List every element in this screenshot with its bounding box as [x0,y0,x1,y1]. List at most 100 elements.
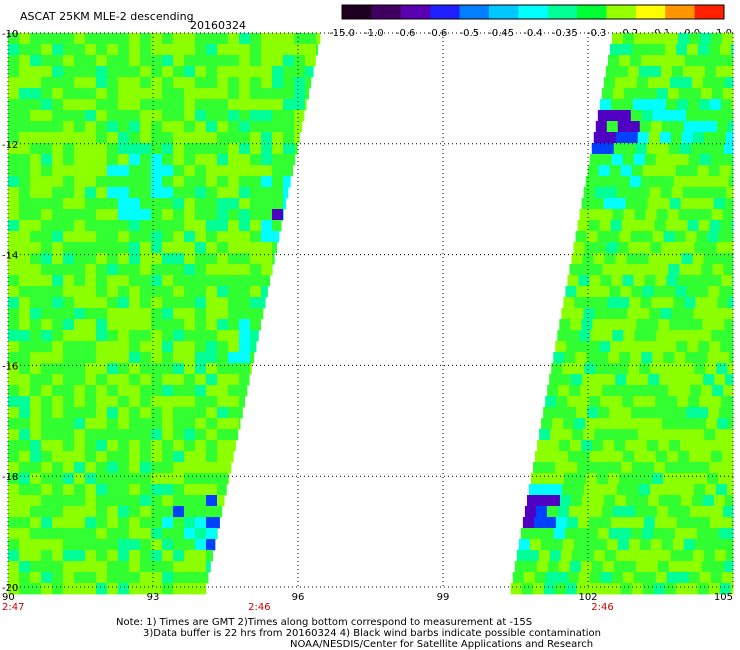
swath-cell [118,110,130,122]
swath-cell [173,319,185,331]
swath-cell [654,462,666,474]
swath-cell [228,341,240,353]
swath-cell [63,154,75,166]
swath-cell [283,66,295,78]
swath-cell [611,275,623,287]
swath-cell [85,308,97,320]
swath-cell [686,165,699,177]
swath-cell [728,55,734,67]
swath-cell [630,231,642,243]
swath-cell [645,506,658,518]
swath-cell [588,462,600,474]
swath-cell [107,55,119,67]
swath-cell [129,198,141,210]
swath-cell [579,330,591,342]
swath-cell [604,374,616,386]
swath-cell [206,44,218,56]
swath-cell [722,209,734,221]
swath-cell [729,352,734,364]
swath-cell [546,451,558,463]
swath-cell [162,550,174,562]
swath-cell [63,330,75,342]
lat-tick-label: -10 [2,29,18,40]
swath-cell [96,330,108,342]
swath-cell [107,561,119,573]
swath-cell [250,242,262,254]
swath-cell [184,396,196,408]
swath-cell [63,66,75,78]
swath-cell [74,506,86,518]
swath-cell [659,253,671,265]
swath-cell [118,473,130,485]
swath-cell [8,506,20,518]
swath-cell [550,484,563,496]
swath-cell [173,528,185,540]
swath-cell [85,55,97,67]
swath-cell [595,121,608,133]
swath-cell [173,539,185,551]
swath-cell [140,33,152,45]
swath-cell [283,209,284,221]
swath-cell [682,66,695,78]
swath-cell [19,418,31,430]
swath-cell [540,539,553,551]
swath-cell [41,143,53,155]
swath-cell [539,484,552,496]
swath-cell [250,66,262,78]
swath-cell [711,88,724,100]
swath-cell [715,187,728,199]
swath-cell [632,462,644,474]
swath-cell [706,418,718,430]
swath-cell [206,99,218,111]
colorbar-swatch [488,5,519,19]
swath-cell [691,77,704,89]
swath-cell [565,407,577,419]
swath-cell [717,473,730,485]
swath-cell [239,297,251,309]
colorbar-swatch [342,5,372,19]
swath-cell [184,231,196,243]
swath-cell [107,308,119,320]
swath-cell [305,44,317,56]
swath-cell [228,220,240,232]
swath-cell [640,473,653,485]
swath-cell [670,550,683,562]
swath-cell [714,132,727,144]
swath-cell [250,341,257,353]
swath-cell [140,165,152,177]
swath-cell [129,77,141,89]
swath-cell [627,429,639,441]
swath-cell [294,154,296,166]
swath-cell [96,110,108,122]
swath-cell [645,88,658,100]
swath-cell [643,517,656,529]
swath-cell [41,528,53,540]
swath-cell [151,297,163,309]
swath-cell [118,385,130,397]
swath-cell [239,352,251,364]
swath-cell [635,264,647,276]
swath-cell [63,209,75,221]
swath-cell [250,319,262,331]
swath-cell [228,451,234,463]
swath-cell [644,572,657,584]
swath-cell [118,506,130,518]
swath-cell [8,462,20,474]
swath-cell [129,110,141,122]
swath-cell [228,198,240,210]
swath-cell [239,99,251,111]
swath-cell [63,286,75,298]
swath-cell [8,209,20,221]
swath-cell [553,528,566,540]
swath-cell [162,363,174,375]
swath-cell [217,165,229,177]
swath-cell [654,517,667,529]
swath-cell [8,264,20,276]
lon-tick-label: 99 [437,592,450,603]
swath-cell [184,165,196,177]
swath-cell [96,308,108,320]
swath-cell [195,55,207,67]
swath-cell [140,143,152,155]
swath-cell [217,275,229,287]
swath-cell [631,583,644,595]
